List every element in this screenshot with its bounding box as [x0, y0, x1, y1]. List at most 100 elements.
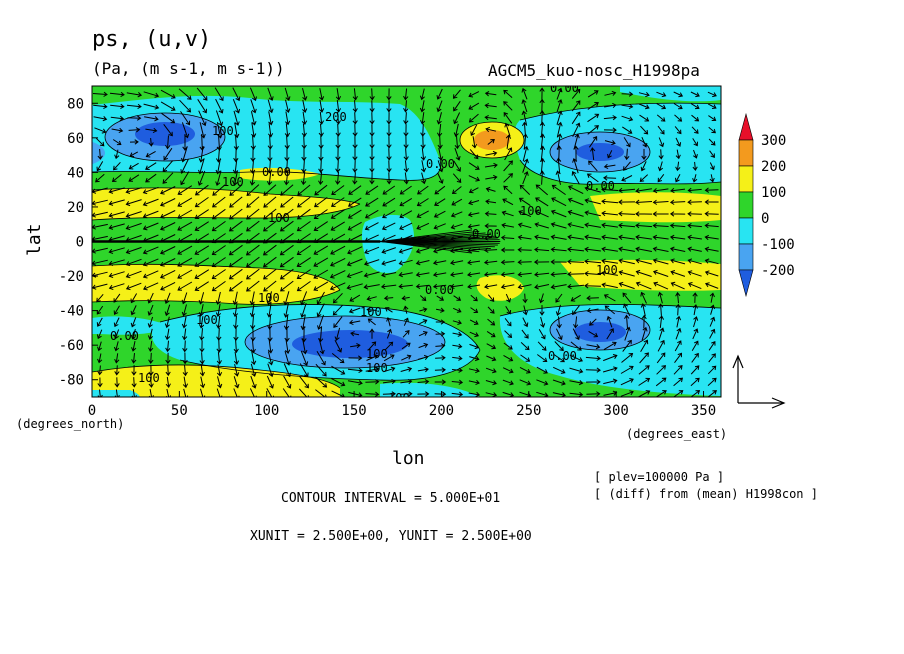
wind-arrow [403, 124, 409, 137]
wind-arrow [555, 328, 563, 341]
wind-arrow [347, 197, 362, 207]
wind-arrow [347, 367, 363, 374]
wind-arrow [142, 186, 159, 195]
wind-arrow [673, 390, 684, 397]
wind-arrow [569, 367, 584, 374]
wind-arrow [673, 377, 684, 387]
wind-arrow [125, 282, 142, 291]
wind-arrow [250, 111, 257, 126]
wind-arrow [368, 341, 377, 351]
wind-arrow [228, 268, 243, 280]
wind-arrow [635, 246, 652, 252]
wind-arrow [164, 292, 171, 304]
wind-arrow [216, 327, 222, 341]
wind-arrow [588, 160, 598, 172]
wind-arrow [403, 148, 409, 161]
wind-arrow [517, 234, 532, 241]
wind-arrow [251, 351, 257, 366]
wind-arrow [217, 376, 223, 389]
wind-arrow [198, 292, 205, 305]
wind-arrow [263, 196, 277, 208]
wind-arrow [486, 343, 497, 350]
wind-arrow [369, 328, 375, 339]
wind-arrow [621, 91, 634, 97]
wind-arrow [601, 210, 618, 217]
wind-arrow [335, 112, 341, 125]
wind-arrow [573, 133, 580, 150]
wind-arrow [113, 161, 121, 171]
chart-title: ps, (u,v) [92, 27, 211, 52]
wind-arrow [212, 196, 226, 208]
wind-arrow [348, 355, 363, 361]
contour-label: 0.00 [548, 349, 577, 363]
wind-arrow [249, 303, 256, 318]
shade-nh-yellow [92, 187, 360, 220]
wind-arrow [330, 197, 345, 207]
wind-arrow [554, 341, 564, 352]
wind-arrow [656, 91, 667, 98]
wind-arrow [604, 305, 616, 315]
wind-arrow [670, 187, 686, 194]
wind-arrow [352, 160, 358, 173]
wind-arrow [709, 316, 716, 327]
wind-arrow [522, 158, 529, 173]
wind-arrow [228, 256, 243, 268]
wind-arrow [96, 329, 103, 340]
wind-arrow [302, 338, 308, 355]
wind-arrow [487, 138, 495, 145]
wind-arrow [301, 111, 308, 126]
wind-arrow [620, 390, 634, 397]
y-tick-label: 0 [76, 235, 84, 251]
wind-arrow [453, 100, 461, 112]
wind-arrow [587, 125, 599, 135]
shade-south-cyan [92, 390, 140, 397]
wind-arrow [267, 159, 273, 174]
wind-arrow [569, 380, 584, 386]
wind-arrow [332, 292, 343, 304]
wind-arrow [386, 100, 392, 113]
wind-arrow [161, 112, 176, 124]
contour-label: 100 [360, 305, 382, 319]
wind-arrow [347, 246, 363, 255]
wind-arrow [177, 245, 193, 255]
wind-arrow [331, 378, 346, 387]
wind-arrow [586, 173, 599, 183]
wind-arrow [142, 270, 159, 279]
wind-arrow [653, 281, 669, 290]
wind-arrow [638, 91, 650, 98]
wind-arrow [399, 197, 413, 207]
wind-arrow [687, 234, 702, 241]
wind-arrow [211, 220, 226, 232]
wind-arrow [216, 352, 222, 365]
shade-nh-yellow-2 [240, 167, 320, 181]
wind-arrow [471, 136, 478, 149]
wind-arrow [403, 136, 409, 149]
wind-arrow [199, 328, 205, 341]
wind-arrow [246, 220, 260, 232]
wind-arrow [675, 161, 681, 172]
wind-arrow [266, 171, 273, 186]
wind-arrow [539, 87, 545, 100]
wind-arrow [674, 114, 683, 122]
wind-arrow [197, 99, 207, 114]
wind-arrow [399, 222, 413, 231]
wind-arrow [500, 259, 515, 265]
wind-arrow [92, 91, 108, 97]
wind-arrow [468, 162, 480, 170]
wind-arrow [603, 127, 617, 133]
wind-arrow [416, 185, 429, 195]
wind-arrow [315, 376, 328, 388]
wind-arrow [675, 303, 681, 316]
wind-arrow [687, 222, 702, 229]
wind-arrow [534, 247, 550, 253]
wind-arrow [572, 328, 580, 341]
wind-arrow [687, 282, 702, 290]
colorbar-swatch [738, 217, 754, 245]
wind-arrow [417, 379, 430, 385]
wind-arrow [451, 379, 464, 385]
wind-arrow [708, 353, 716, 363]
wind-arrow [145, 162, 157, 170]
wind-arrow [470, 294, 478, 302]
wind-arrow [285, 111, 291, 126]
wind-arrow [500, 247, 515, 253]
